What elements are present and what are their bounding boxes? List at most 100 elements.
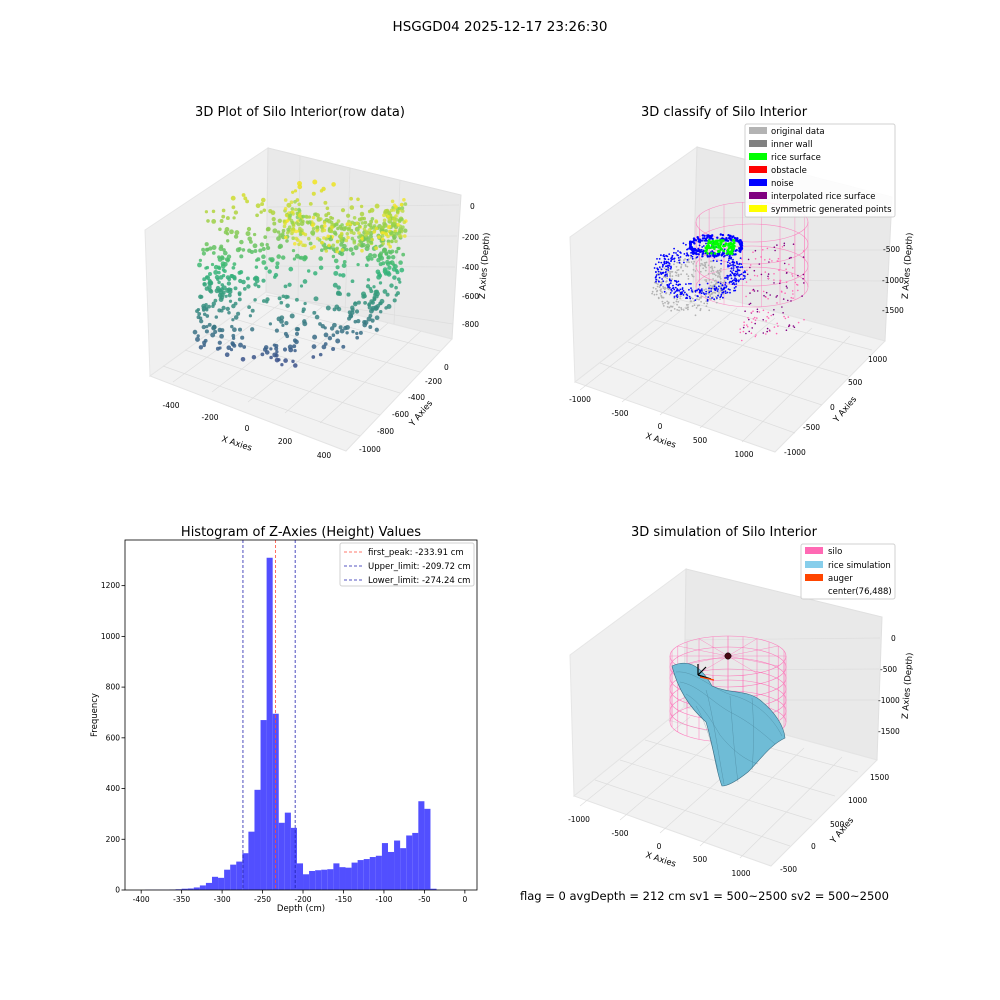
raw-point bbox=[232, 262, 237, 266]
classify-point-rice-surface bbox=[725, 252, 729, 255]
classify-point-rice-surface bbox=[731, 243, 734, 246]
classify-point-noise bbox=[653, 267, 656, 269]
raw-point bbox=[283, 358, 288, 363]
raw-point bbox=[269, 355, 273, 360]
raw-point bbox=[289, 313, 295, 319]
classify-point-original bbox=[710, 292, 713, 295]
classify-point-interpolated bbox=[749, 266, 751, 269]
raw-point bbox=[399, 203, 404, 207]
raw-point bbox=[199, 319, 204, 324]
raw-point bbox=[210, 262, 215, 267]
raw-point bbox=[291, 248, 296, 253]
raw-point bbox=[265, 227, 270, 232]
histogram-bar bbox=[369, 857, 376, 890]
raw-point bbox=[211, 301, 216, 306]
classify-point-original bbox=[711, 272, 714, 275]
raw-point bbox=[350, 236, 355, 241]
classify-point-noise bbox=[721, 289, 723, 291]
histogram-reference-lines bbox=[242, 540, 296, 890]
classify-point-original bbox=[705, 261, 708, 264]
classify-point-rice-surface bbox=[716, 243, 719, 246]
classify-point-interpolated bbox=[792, 325, 795, 327]
histogram-bar bbox=[321, 869, 328, 890]
classify-point-noise bbox=[717, 281, 720, 284]
classify-point-original bbox=[661, 291, 664, 294]
classify-point-original bbox=[667, 301, 670, 304]
histogram-bar bbox=[187, 888, 194, 890]
classify-point-original bbox=[684, 264, 687, 266]
raw-point bbox=[232, 216, 236, 220]
raw-ztick-4: -800 bbox=[462, 320, 479, 329]
classify-point-noise bbox=[701, 255, 704, 258]
classify-point-noise bbox=[677, 250, 679, 252]
classify-point-original bbox=[676, 269, 679, 272]
raw-point bbox=[326, 234, 331, 239]
x-tick-label: -300 bbox=[214, 895, 231, 904]
classify-point-interpolated bbox=[749, 302, 752, 305]
raw-point bbox=[261, 299, 266, 303]
classify-point-noise bbox=[676, 254, 678, 256]
classify-point-noise bbox=[729, 291, 731, 294]
classify-point-noise bbox=[678, 261, 681, 264]
raw-point bbox=[370, 217, 375, 221]
classify-point-original bbox=[704, 269, 707, 272]
raw-point bbox=[350, 220, 355, 225]
classify-point-noise bbox=[664, 274, 666, 277]
raw-point bbox=[368, 230, 374, 236]
raw-point bbox=[282, 224, 287, 229]
classify-point-rice-surface bbox=[727, 242, 730, 246]
classify-point-noise bbox=[690, 254, 693, 257]
histogram-y-ticks: 0 200 400 600 800 1000 1200 bbox=[101, 581, 125, 895]
histogram-bar bbox=[387, 851, 395, 890]
classify-point-interpolated bbox=[745, 295, 747, 298]
raw-point bbox=[363, 220, 368, 225]
raw-point bbox=[312, 310, 317, 315]
classify-point-interpolated bbox=[783, 262, 786, 265]
classify-point-noise bbox=[690, 289, 693, 291]
classify-point-original bbox=[671, 275, 674, 278]
classify-xtick-0: -1000 bbox=[569, 395, 591, 404]
classify-point-interpolated bbox=[765, 320, 767, 322]
raw-point bbox=[354, 309, 360, 314]
classify-point-interpolated bbox=[749, 278, 752, 281]
classify-point-interpolated bbox=[773, 279, 775, 281]
raw-point bbox=[341, 273, 346, 278]
raw-point bbox=[386, 242, 391, 246]
classify-point-noise bbox=[692, 237, 696, 240]
raw-point bbox=[259, 242, 265, 247]
classify-point-noise bbox=[726, 291, 729, 294]
classify-point-noise bbox=[699, 250, 702, 254]
classify-point-noise bbox=[663, 290, 666, 293]
histogram-bar bbox=[230, 864, 237, 890]
classify-point-original bbox=[668, 306, 671, 309]
classify-point-noise bbox=[677, 280, 680, 283]
classify-point-noise bbox=[691, 257, 694, 260]
raw-point bbox=[314, 314, 320, 320]
classify-point-noise bbox=[710, 290, 712, 293]
raw-point bbox=[218, 289, 224, 295]
classify-point-original bbox=[700, 300, 702, 303]
classify-point-noise bbox=[686, 248, 688, 251]
classify-point-noise bbox=[739, 278, 742, 280]
classify-point-noise bbox=[726, 274, 729, 277]
classify-point-noise bbox=[688, 295, 691, 298]
raw-point bbox=[222, 261, 228, 267]
raw-point bbox=[343, 226, 348, 230]
raw-point bbox=[338, 234, 343, 238]
raw-point bbox=[211, 245, 217, 250]
raw-point bbox=[284, 213, 289, 217]
raw-point bbox=[368, 313, 373, 318]
classify-point-noise bbox=[683, 261, 685, 264]
classify-point-noise bbox=[672, 284, 674, 287]
raw-point bbox=[205, 314, 210, 318]
raw-point bbox=[302, 279, 308, 284]
raw-point bbox=[288, 266, 294, 272]
classify-point-original bbox=[655, 290, 658, 293]
raw-point bbox=[372, 297, 377, 301]
raw-point bbox=[329, 220, 334, 225]
raw-point bbox=[227, 310, 231, 315]
raw-point bbox=[324, 249, 329, 253]
classify-point-original bbox=[704, 295, 707, 297]
classify-point-interpolated bbox=[769, 330, 771, 333]
classify-point-original bbox=[663, 267, 666, 270]
